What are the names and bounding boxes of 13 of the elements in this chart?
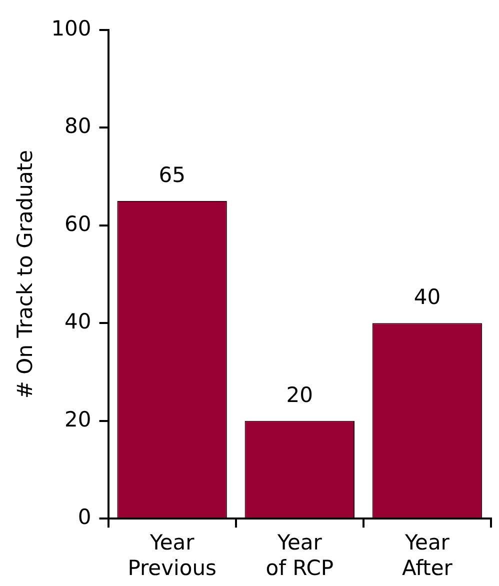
y-tick-label: 60 [64, 212, 92, 236]
x-tick-label: Year Previous [128, 530, 216, 580]
data-label: 20 [286, 382, 314, 407]
y-tick-label: 80 [64, 114, 92, 138]
data-label: 65 [158, 162, 186, 187]
x-tick-label: Year After [402, 530, 453, 580]
x-tick-label: Year of RCP [266, 530, 334, 580]
y-tick-label: 100 [51, 16, 92, 40]
y-tick-label: 0 [78, 505, 92, 530]
y-axis-title: # On Track to Graduate [13, 150, 38, 399]
data-label: 40 [414, 285, 441, 310]
y-tick-label: 40 [64, 310, 92, 334]
y-tick-label: 20 [64, 407, 92, 432]
